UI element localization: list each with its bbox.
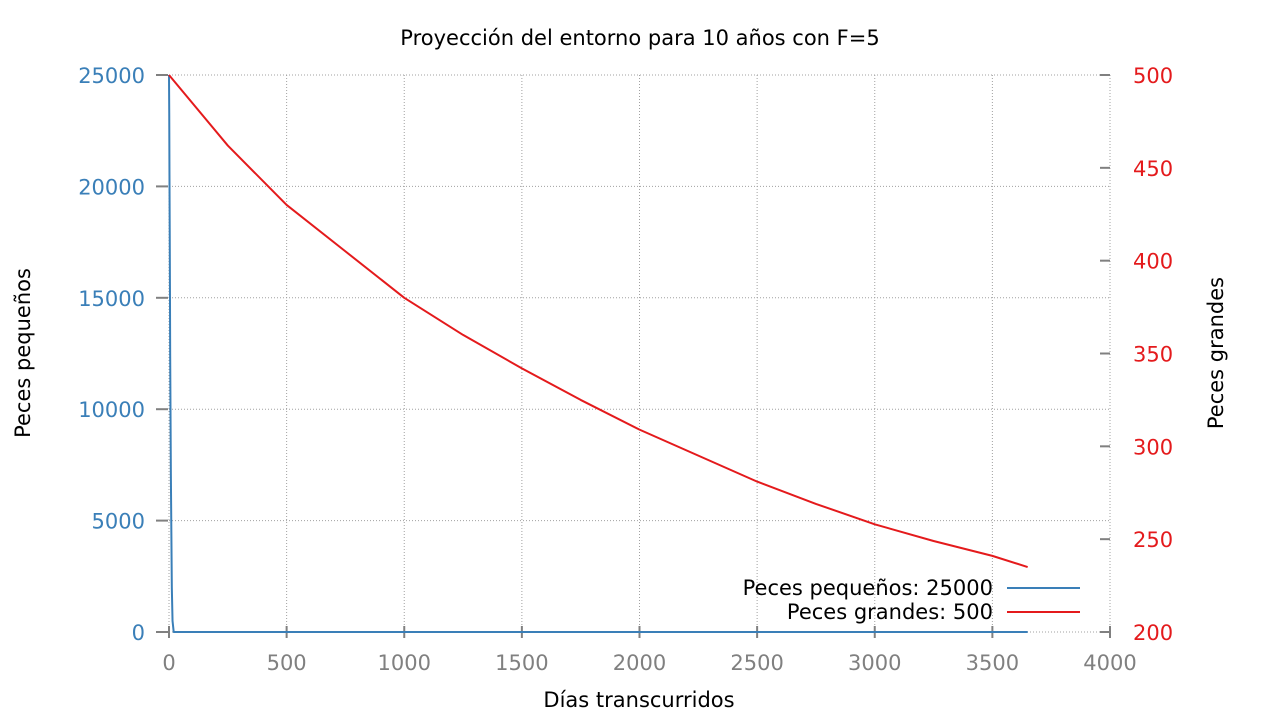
y-axis-title: Peces pequeños (11, 268, 35, 438)
y2-axis-title: Peces grandes (1204, 277, 1228, 429)
x-tick-label: 4000 (1083, 651, 1136, 675)
y-tick-label: 15000 (78, 287, 145, 311)
y2-tick-label: 500 (1133, 64, 1173, 88)
y2-tick-label: 300 (1133, 435, 1173, 459)
x-axis-title: Días transcurridos (543, 688, 734, 712)
x-tick-label: 1000 (378, 651, 431, 675)
y-tick-label: 5000 (92, 510, 145, 534)
legend-label-small: Peces pequeños: 25000 (743, 576, 993, 600)
x-tick-label: 500 (267, 651, 307, 675)
x-tick-label: 3000 (848, 651, 901, 675)
x-axis: 0 500 1000 1500 2000 2500 3000 3500 4000 (162, 626, 1137, 675)
series-line-peces-grandes (168, 74, 1028, 568)
y2-tick-label: 200 (1133, 621, 1173, 645)
x-tick-label: 1500 (495, 651, 548, 675)
x-tick-label: 3500 (966, 651, 1019, 675)
x-tick-label: 2000 (613, 651, 666, 675)
y2-tick-label: 250 (1133, 528, 1173, 552)
y2-tick-label: 400 (1133, 250, 1173, 274)
y-tick-label: 0 (132, 621, 145, 645)
legend: Peces pequeños: 25000 Peces grandes: 500 (743, 576, 1080, 624)
chart-title: Proyección del entorno para 10 años con … (400, 26, 879, 50)
y-tick-label: 20000 (78, 175, 145, 199)
grid (168, 74, 1111, 633)
y2-tick-label: 450 (1133, 157, 1173, 181)
y-tick-label: 10000 (78, 398, 145, 422)
y-axis-right: 200 250 300 350 400 450 500 (1100, 64, 1173, 645)
legend-label-large: Peces grandes: 500 (787, 600, 993, 624)
x-tick-label: 0 (162, 651, 175, 675)
y-axis-left: 0 5000 10000 15000 20000 25000 (78, 64, 168, 645)
series-layer (168, 74, 1028, 633)
y2-tick-label: 350 (1133, 343, 1173, 367)
y-tick-label: 25000 (78, 64, 145, 88)
x-tick-label: 2500 (730, 651, 783, 675)
series-line-peces-pequenos (168, 74, 1028, 633)
